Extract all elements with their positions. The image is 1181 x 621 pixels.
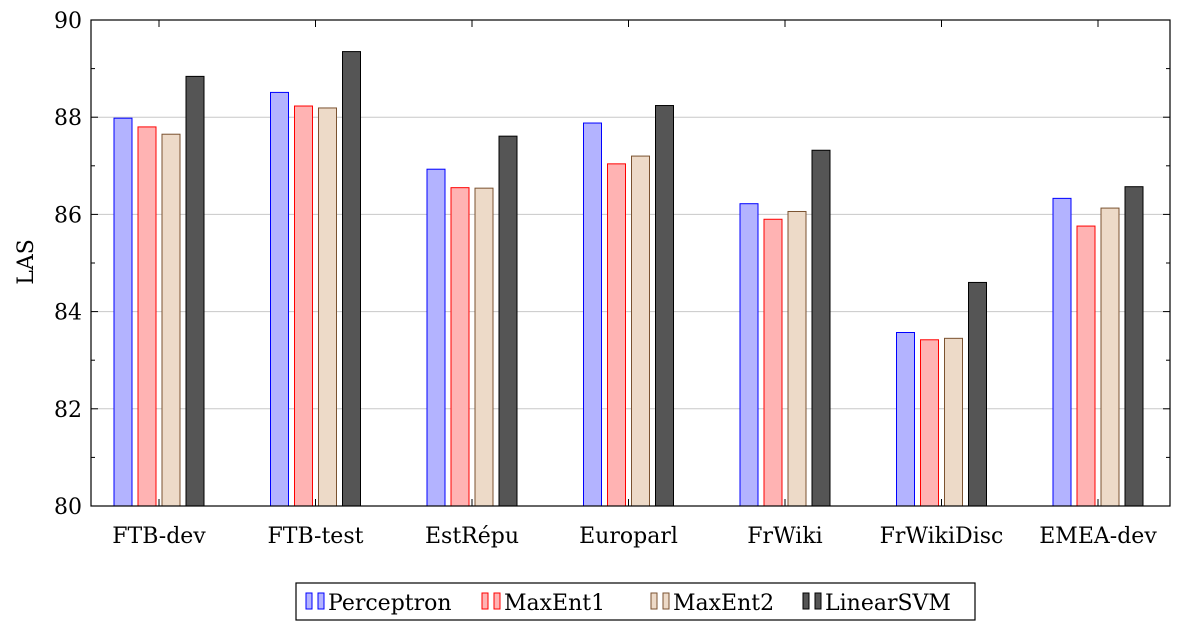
x-tick-label: EMEA-dev [1039,524,1157,549]
legend-swatch [481,592,489,610]
bar-perceptron-ftb-dev [113,117,133,507]
bar-linearsvm-frwikidisc [968,281,987,507]
y-tick-label: 88 [54,106,82,131]
bar-linearsvm-frwiki [811,149,831,507]
bar-linearsvm-estrépu [498,135,518,507]
x-tick-label: FrWikiDisc [880,524,1004,549]
legend-swatch [650,592,658,610]
legend-swatch [802,592,810,610]
bar-maxent1-ftb-dev [137,126,157,507]
legend-label-perceptron: Perceptron [328,591,452,616]
x-tick-label: EstRépu [425,524,519,549]
x-tick-label: FTB-test [268,524,364,549]
bar-perceptron-frwikidisc [896,331,915,507]
legend-label-maxent1: MaxEnt1 [504,591,605,616]
x-tick-label: Europarl [579,524,678,549]
bar-linearsvm-emea-dev [1124,186,1144,507]
legend-swatch [814,592,822,610]
bar-maxent2-emea-dev [1100,207,1120,507]
legend-swatch [305,592,313,610]
y-tick-label: 90 [54,9,82,34]
x-tick-label: FTB-dev [112,524,206,549]
bar-maxent2-ftb-test [318,107,337,507]
y-axis-title: LAS [14,239,39,285]
bar-maxent2-ftb-dev [161,133,181,507]
legend: Perceptron MaxEnt1 MaxEnt2 LinearSVM [295,582,976,621]
bars [113,51,1144,507]
x-tick-label: FrWiki [747,524,822,549]
y-tick-label: 80 [54,495,82,520]
bar-maxent2-frwiki [787,210,807,507]
bar-maxent1-frwiki [763,218,783,507]
bar-maxent1-ftb-test [294,105,313,507]
bar-maxent1-europarl [607,163,626,507]
bar-maxent2-europarl [631,155,650,507]
legend-label-linearsvm: LinearSVM [825,591,951,616]
bar-linearsvm-ftb-dev [185,75,205,507]
bar-linearsvm-ftb-test [342,51,361,507]
y-axis: 80 82 84 86 88 90 [54,9,1170,520]
legend-swatch [493,592,501,610]
bar-maxent1-frwikidisc [920,339,939,507]
y-tick-label: 84 [54,301,82,326]
plot-frame [90,19,1171,507]
y-tick-label: 82 [54,398,82,423]
x-axis: FTB-dev FTB-test EstRépu Europarl FrWiki FrWi… [90,19,1171,549]
bar-perceptron-emea-dev [1052,197,1072,507]
bar-linearsvm-europarl [655,105,674,507]
y-tick-label: 86 [54,203,82,228]
grid-lines [91,116,1170,410]
bar-maxent1-estrépu [450,187,470,507]
bar-perceptron-europarl [583,122,602,507]
legend-swatch [662,592,670,610]
legend-label-maxent2: MaxEnt2 [673,591,774,616]
bar-maxent2-frwikidisc [944,337,963,507]
bar-maxent2-estrépu [474,187,494,507]
bar-perceptron-estrépu [426,168,446,507]
bar-perceptron-frwiki [739,203,759,507]
bar-maxent1-emea-dev [1076,225,1096,507]
bar-perceptron-ftb-test [270,91,289,507]
legend-swatch [317,592,325,610]
legend-box [295,582,976,621]
